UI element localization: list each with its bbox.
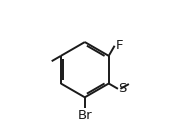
Text: F: F: [115, 39, 123, 52]
Text: Br: Br: [78, 109, 92, 122]
Text: S: S: [118, 82, 127, 95]
